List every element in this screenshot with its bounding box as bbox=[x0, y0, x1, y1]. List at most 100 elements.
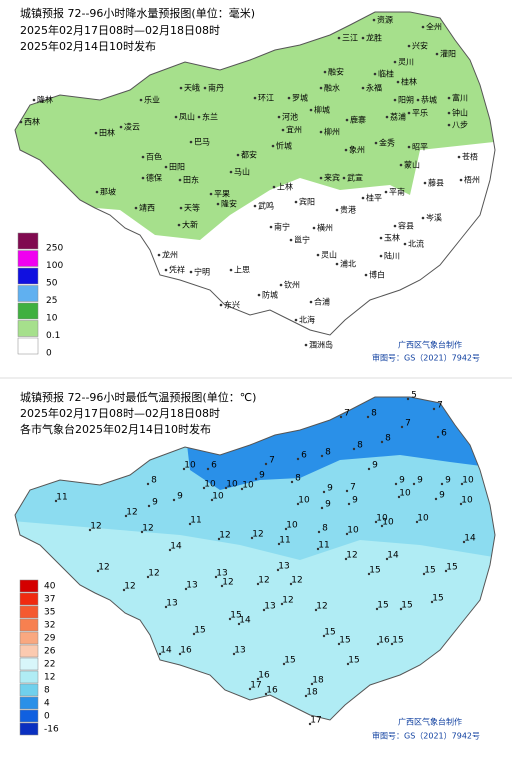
station-dot bbox=[316, 547, 320, 551]
place-dot bbox=[337, 36, 341, 40]
place-label: 临桂 bbox=[378, 69, 394, 79]
station-dot bbox=[164, 605, 168, 609]
place-label: 藤县 bbox=[428, 178, 444, 188]
temp-label: 10 bbox=[242, 481, 254, 491]
temp-label: 9 bbox=[152, 498, 158, 508]
station-dot bbox=[347, 502, 351, 506]
place-dot bbox=[177, 223, 181, 227]
place-dot bbox=[319, 176, 323, 180]
legend-label: 37 bbox=[44, 595, 55, 605]
temp-label: 10 bbox=[461, 496, 473, 506]
place-label: 平乐 bbox=[412, 108, 428, 118]
temp-label: 9 bbox=[372, 461, 378, 471]
legend-swatch bbox=[19, 696, 39, 710]
place-label: 贵港 bbox=[340, 205, 356, 215]
station-dot bbox=[390, 642, 394, 646]
place-dot bbox=[304, 343, 308, 347]
temp-label: 15 bbox=[369, 566, 380, 576]
place-dot bbox=[32, 98, 36, 102]
place-dot bbox=[309, 300, 313, 304]
approval: 审图号：GS（2021）7942号 bbox=[372, 353, 480, 363]
province-border bbox=[14, 396, 496, 721]
station-dot bbox=[352, 447, 356, 451]
legend-label: 0 bbox=[44, 712, 50, 722]
place-label: 柳州 bbox=[324, 127, 340, 137]
place-label: 岑溪 bbox=[426, 213, 442, 223]
place-dot bbox=[141, 155, 145, 159]
temp-label: 9 bbox=[327, 484, 333, 494]
place-label: 大新 bbox=[182, 220, 198, 230]
station-dot bbox=[308, 722, 312, 726]
place-dot bbox=[385, 115, 389, 119]
temp-label: 8 bbox=[322, 524, 328, 534]
legend-swatch bbox=[19, 670, 39, 684]
station-dot bbox=[400, 425, 404, 429]
map-title: 城镇预报 72--96小时最低气温预报图(单位：℃) bbox=[20, 390, 256, 404]
temp-label: 12 bbox=[148, 569, 159, 579]
legend-swatch bbox=[19, 618, 39, 632]
map-period: 2025年02月17日08时—02月18日08时 bbox=[20, 23, 220, 37]
station-dot bbox=[284, 527, 288, 531]
place-dot bbox=[277, 115, 281, 119]
station-dot bbox=[322, 490, 326, 494]
station-dot bbox=[462, 540, 466, 544]
map-period: 2025年02月17日08时—02月18日08时 bbox=[20, 406, 220, 420]
place-label: 宁明 bbox=[194, 267, 210, 277]
temp-label: 12 bbox=[258, 576, 269, 586]
place-label: 田东 bbox=[183, 175, 199, 185]
place-label: 北流 bbox=[408, 239, 424, 249]
temp-label: 16 bbox=[180, 646, 192, 656]
temp-label: 10 bbox=[399, 489, 411, 499]
station-dot bbox=[217, 537, 221, 541]
station-dot bbox=[399, 607, 403, 611]
place-label: 桂平 bbox=[366, 193, 382, 203]
place-dot bbox=[271, 144, 275, 148]
map-issued: 2025年02月14日10时发布 bbox=[20, 39, 156, 53]
place-label: 乐业 bbox=[144, 95, 160, 105]
station-dot bbox=[168, 548, 172, 552]
place-label: 昭平 bbox=[412, 143, 428, 152]
temp-label: 15 bbox=[339, 636, 350, 646]
place-dot bbox=[393, 224, 397, 228]
place-dot bbox=[216, 202, 220, 206]
place-dot bbox=[316, 253, 320, 257]
place-label: 隆林 bbox=[37, 95, 53, 105]
temp-label: 6 bbox=[301, 451, 307, 461]
temp-label: 7 bbox=[344, 409, 350, 419]
station-dot bbox=[202, 486, 206, 490]
station-dot bbox=[206, 467, 210, 471]
place-label: 南丹 bbox=[208, 83, 224, 93]
legend-label: 50 bbox=[46, 279, 58, 289]
legend-label: 32 bbox=[44, 621, 55, 631]
place-dot bbox=[393, 60, 397, 64]
place-dot bbox=[447, 111, 451, 115]
place-dot bbox=[134, 206, 138, 210]
place-dot bbox=[416, 98, 420, 102]
place-label: 那坡 bbox=[100, 187, 116, 197]
place-label: 融安 bbox=[328, 67, 344, 77]
place-dot bbox=[179, 86, 183, 90]
place-label: 资源 bbox=[377, 15, 393, 25]
place-label: 来宾 bbox=[324, 173, 340, 183]
place-label: 东兰 bbox=[202, 112, 218, 122]
legend-label: 10 bbox=[46, 314, 58, 324]
place-label: 钟山 bbox=[452, 108, 468, 118]
station-dot bbox=[122, 588, 126, 592]
place-dot bbox=[384, 190, 388, 194]
temp-label: 16 bbox=[378, 636, 390, 646]
legend-swatch bbox=[17, 250, 39, 267]
place-label: 平果 bbox=[214, 190, 230, 199]
temp-label: 6 bbox=[211, 461, 217, 471]
temp-label: 15 bbox=[401, 601, 412, 611]
temp-label: 15 bbox=[230, 611, 241, 621]
temp-label: 14 bbox=[170, 542, 182, 552]
place-dot bbox=[361, 196, 365, 200]
temp-label: 11 bbox=[56, 493, 67, 503]
place-label: 宾阳 bbox=[299, 197, 315, 207]
temp-label: 13 bbox=[234, 646, 245, 656]
place-dot bbox=[197, 115, 201, 119]
place-label: 金秀 bbox=[379, 138, 395, 148]
place-dot bbox=[379, 254, 383, 258]
place-label: 龙胜 bbox=[366, 33, 382, 43]
